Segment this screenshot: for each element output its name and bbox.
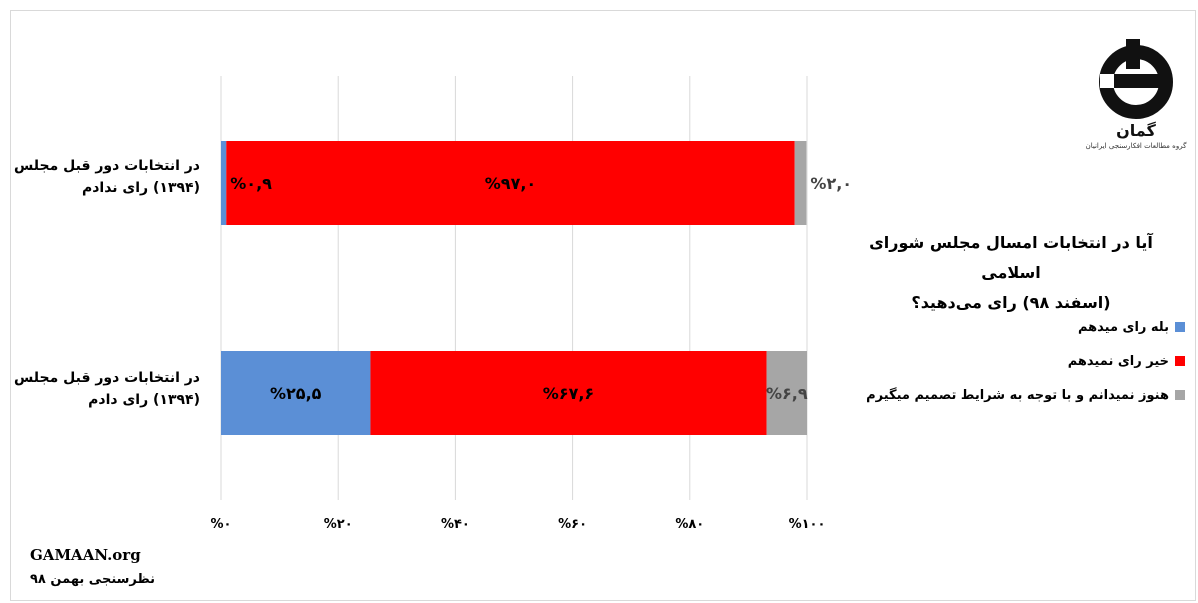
chart-title: آیا در انتخابات امسال مجلس شورای اسلامی … <box>840 228 1182 318</box>
legend-label: خیر رای نمیدهم <box>1067 353 1169 369</box>
chart-legend: بله رای میدهم خیر رای نمیدهم هنوز نمیدان… <box>840 310 1185 412</box>
source-date: نظرسنجی بهمن ۹۸ <box>30 572 156 587</box>
category-label-line: (۱۳۹۴) رای دادم <box>88 392 200 408</box>
data-label: %۹۷,۰ <box>485 174 536 193</box>
source-site: GAMAAN.org <box>30 546 141 564</box>
data-label: %۶۷,۶ <box>543 384 594 403</box>
x-tick-label: %۸۰ <box>675 517 704 532</box>
x-tick-label: %۱۰۰ <box>789 517 826 532</box>
chart-title-line: آیا در انتخابات امسال مجلس شورای اسلامی <box>869 233 1153 282</box>
category-label-line: در انتخابات دور قبل مجلس <box>13 370 200 386</box>
chart-title-line: (اسفند ۹۸) رای می‌دهید؟ <box>911 293 1111 312</box>
category-label-line: (۱۳۹۴) رای ندادم <box>81 180 200 196</box>
bar-segment <box>370 351 767 435</box>
bar-segment <box>226 141 795 225</box>
legend-swatch-undecided <box>1175 390 1185 400</box>
logo-subtitle: گروه مطالعات افکارسنجی ایرانیان <box>1085 142 1187 150</box>
data-label: %۲,۰ <box>810 174 852 193</box>
gamaan-logo-mark: گمان <box>1099 39 1173 140</box>
legend-item-yes: بله رای میدهم <box>840 310 1185 344</box>
category-label-voted: در انتخابات دور قبل مجلس (۱۳۹۴) رای دادم <box>0 367 200 411</box>
bar-segment <box>766 351 807 435</box>
data-label: %۲۵,۵ <box>270 384 322 403</box>
legend-label: بله رای میدهم <box>1077 319 1169 335</box>
legend-swatch-yes <box>1175 322 1185 332</box>
logo-wordmark: گمان <box>1116 121 1156 140</box>
x-tick-label: %۰ <box>211 517 232 532</box>
x-tick-label: %۶۰ <box>558 517 587 532</box>
x-tick-label: %۲۰ <box>324 517 353 532</box>
bar-segment <box>221 141 227 225</box>
legend-swatch-no <box>1175 356 1185 366</box>
legend-item-no: خیر رای نمیدهم <box>840 344 1185 378</box>
bar-segment <box>794 141 807 225</box>
category-label-did-not-vote: در انتخابات دور قبل مجلس (۱۳۹۴) رای نداد… <box>0 155 200 199</box>
category-label-line: در انتخابات دور قبل مجلس <box>13 158 200 174</box>
chart-frame <box>10 10 1196 601</box>
legend-label: هنوز نمیدانم و با توجه به شرایط تصمیم می… <box>866 387 1169 403</box>
data-label: %۰,۹ <box>230 174 272 193</box>
data-label: %۶,۹ <box>766 384 808 403</box>
bar-segment <box>221 351 371 435</box>
legend-item-undecided: هنوز نمیدانم و با توجه به شرایط تصمیم می… <box>840 378 1185 412</box>
gamaan-logo: گمان <box>1086 34 1186 154</box>
x-tick-label: %۴۰ <box>441 517 470 532</box>
